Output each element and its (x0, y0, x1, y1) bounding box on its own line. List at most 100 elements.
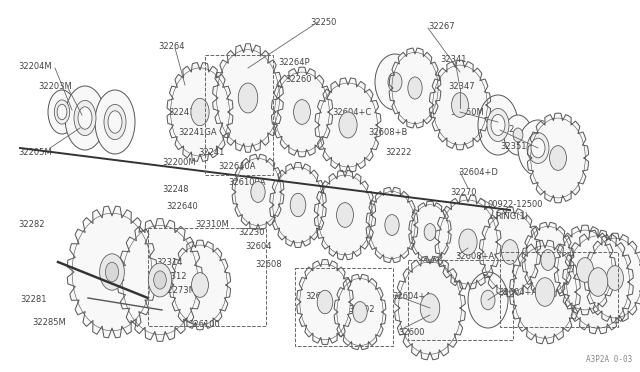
Ellipse shape (518, 120, 558, 176)
Text: 32241GA: 32241GA (178, 128, 216, 137)
Ellipse shape (440, 202, 496, 282)
Ellipse shape (276, 74, 328, 150)
Text: 32230: 32230 (238, 228, 264, 237)
Ellipse shape (74, 216, 150, 328)
Ellipse shape (550, 146, 566, 170)
Ellipse shape (100, 254, 124, 290)
Polygon shape (232, 154, 284, 230)
Ellipse shape (478, 95, 518, 155)
Ellipse shape (337, 203, 353, 227)
Ellipse shape (294, 100, 310, 124)
Text: 32264: 32264 (158, 42, 184, 51)
Text: 32282: 32282 (18, 220, 45, 229)
Text: 322640: 322640 (166, 202, 198, 211)
Ellipse shape (78, 107, 92, 129)
Text: 32203M: 32203M (38, 82, 72, 91)
Ellipse shape (317, 290, 333, 314)
Polygon shape (429, 60, 491, 150)
Ellipse shape (385, 215, 399, 235)
Text: RING(1): RING(1) (495, 212, 528, 221)
Ellipse shape (148, 263, 172, 297)
Text: 32314: 32314 (156, 258, 182, 267)
Ellipse shape (370, 193, 414, 257)
Polygon shape (479, 207, 541, 297)
Ellipse shape (65, 86, 105, 150)
Ellipse shape (487, 109, 509, 141)
Ellipse shape (74, 100, 96, 136)
Text: 32608+A: 32608+A (455, 252, 494, 261)
Text: 32204M: 32204M (18, 62, 52, 71)
Text: 32604: 32604 (245, 242, 271, 251)
Ellipse shape (238, 83, 258, 113)
Ellipse shape (515, 248, 575, 336)
Text: 32341: 32341 (440, 55, 467, 64)
Text: 326100: 326100 (188, 320, 220, 329)
Polygon shape (315, 78, 381, 172)
Ellipse shape (420, 294, 440, 322)
Bar (408, 260, 513, 340)
Polygon shape (395, 256, 465, 360)
Ellipse shape (319, 177, 371, 253)
Text: 32285M: 32285M (32, 318, 66, 327)
Ellipse shape (526, 228, 570, 292)
Polygon shape (270, 163, 326, 247)
Text: 322640A: 322640A (218, 162, 255, 171)
Ellipse shape (339, 112, 357, 138)
Text: 32347: 32347 (448, 82, 475, 91)
Text: 32205M: 32205M (18, 148, 52, 157)
Polygon shape (271, 67, 333, 157)
Text: 32600: 32600 (398, 328, 424, 337)
Ellipse shape (408, 77, 422, 99)
Ellipse shape (48, 90, 76, 134)
Polygon shape (509, 240, 580, 344)
Text: 32241: 32241 (198, 148, 225, 157)
Text: 32604+C: 32604+C (332, 108, 371, 117)
Ellipse shape (532, 120, 584, 196)
Ellipse shape (468, 272, 508, 328)
Text: 32604+D: 32604+D (458, 168, 498, 177)
Polygon shape (167, 62, 233, 161)
Ellipse shape (559, 232, 611, 308)
Polygon shape (212, 44, 284, 152)
Ellipse shape (108, 111, 122, 133)
Ellipse shape (54, 100, 70, 124)
Text: 32248: 32248 (162, 185, 189, 194)
Text: 32270: 32270 (450, 188, 477, 197)
Polygon shape (366, 187, 418, 263)
Polygon shape (67, 206, 157, 338)
Ellipse shape (174, 247, 226, 323)
Text: 32281: 32281 (20, 295, 47, 304)
Text: 32602: 32602 (348, 305, 374, 314)
Ellipse shape (434, 67, 486, 143)
Polygon shape (435, 195, 501, 289)
Ellipse shape (290, 193, 306, 217)
Text: 32222: 32222 (385, 148, 412, 157)
Text: 32222: 32222 (488, 125, 515, 134)
Ellipse shape (301, 266, 349, 338)
Ellipse shape (57, 104, 67, 120)
Polygon shape (522, 222, 574, 298)
Text: 32351: 32351 (500, 142, 527, 151)
Ellipse shape (452, 93, 468, 117)
Ellipse shape (218, 52, 278, 144)
Ellipse shape (424, 224, 436, 240)
Ellipse shape (95, 90, 135, 154)
Ellipse shape (568, 238, 628, 326)
Polygon shape (389, 48, 441, 128)
Text: 32267: 32267 (428, 22, 454, 31)
Text: 32250: 32250 (310, 18, 337, 27)
Ellipse shape (154, 271, 166, 289)
Text: 326100A: 326100A (228, 178, 266, 187)
Polygon shape (527, 113, 589, 203)
Ellipse shape (191, 98, 209, 126)
Text: 32312: 32312 (160, 272, 186, 281)
Ellipse shape (251, 182, 265, 202)
Ellipse shape (513, 128, 523, 142)
Bar (295, 268, 393, 346)
Bar (500, 252, 618, 327)
Ellipse shape (527, 132, 549, 163)
Ellipse shape (172, 70, 228, 154)
Ellipse shape (541, 250, 555, 270)
Ellipse shape (607, 266, 623, 291)
Ellipse shape (535, 278, 555, 306)
